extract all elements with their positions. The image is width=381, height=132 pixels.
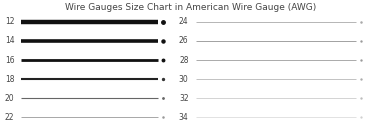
Text: 26: 26 xyxy=(179,36,189,45)
Text: 22: 22 xyxy=(5,113,14,122)
Text: 20: 20 xyxy=(5,94,14,103)
Text: 24: 24 xyxy=(179,17,189,26)
Text: 16: 16 xyxy=(5,56,14,65)
Text: 14: 14 xyxy=(5,36,14,45)
Text: 34: 34 xyxy=(179,113,189,122)
Text: 32: 32 xyxy=(179,94,189,103)
Text: 30: 30 xyxy=(179,75,189,84)
Text: 12: 12 xyxy=(5,17,14,26)
Text: Wire Gauges Size Chart in American Wire Gauge (AWG): Wire Gauges Size Chart in American Wire … xyxy=(65,3,316,12)
Text: 18: 18 xyxy=(5,75,14,84)
Text: 28: 28 xyxy=(179,56,189,65)
